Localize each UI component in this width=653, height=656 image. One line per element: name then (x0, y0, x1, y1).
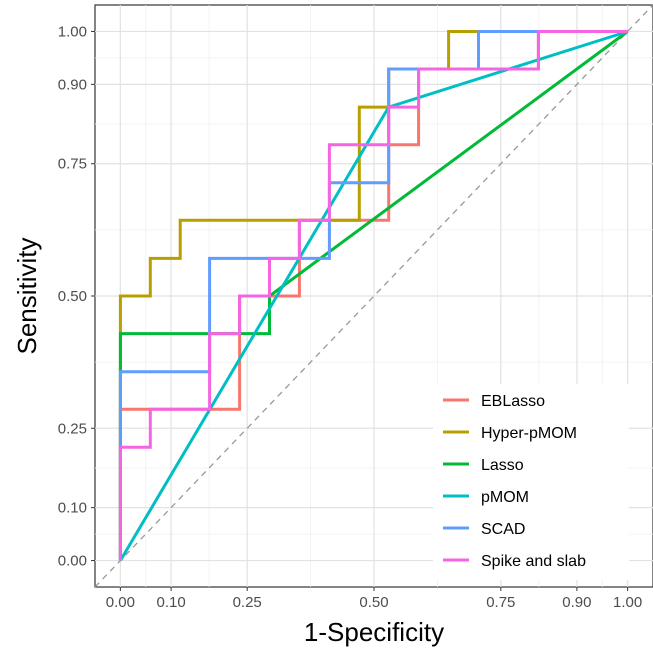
legend-label: pMOM (481, 489, 529, 506)
x-tick-label: 0.75 (486, 594, 515, 611)
legend: EBLasso Hyper-pMOM Lasso pMOM SCAD Spike and … (433, 384, 629, 580)
y-tick-label: 0.90 (58, 76, 87, 93)
y-tick-label: 0.75 (58, 156, 87, 173)
diagonal-reference-line (94, 4, 653, 588)
x-tick-label: 0.90 (562, 594, 591, 611)
series-line-spike-and-slab (118, 30, 628, 561)
reference-line (94, 4, 653, 588)
legend-background (433, 384, 629, 580)
y-tick-label: 0.00 (58, 553, 87, 570)
y-tick-label: 0.25 (58, 420, 87, 437)
x-tick-label: 0.00 (106, 594, 135, 611)
legend-label: EBLasso (481, 393, 545, 410)
legend-label: Hyper-pMOM (481, 425, 577, 442)
y-tick-label: 0.50 (58, 288, 87, 305)
y-axis-title: Sensitivity (12, 237, 42, 354)
x-tick-label: 0.25 (233, 594, 262, 611)
x-tick-label: 1.00 (613, 594, 642, 611)
y-tick-label: 0.10 (58, 500, 87, 517)
series-layer (118, 30, 629, 562)
legend-label: Spike and slab (481, 553, 586, 570)
legend-label: Lasso (481, 457, 524, 474)
x-axis: 0.00 0.10 0.25 0.50 0.75 0.90 1.00 (106, 587, 642, 611)
x-tick-label: 0.10 (156, 594, 185, 611)
y-axis: 0.00 0.10 0.25 0.50 0.75 0.90 1.00 (58, 23, 95, 570)
x-tick-label: 0.50 (359, 594, 388, 611)
y-tick-label: 1.00 (58, 23, 87, 40)
legend-label: SCAD (481, 521, 525, 538)
x-axis-title: 1-Specificity (304, 617, 444, 647)
